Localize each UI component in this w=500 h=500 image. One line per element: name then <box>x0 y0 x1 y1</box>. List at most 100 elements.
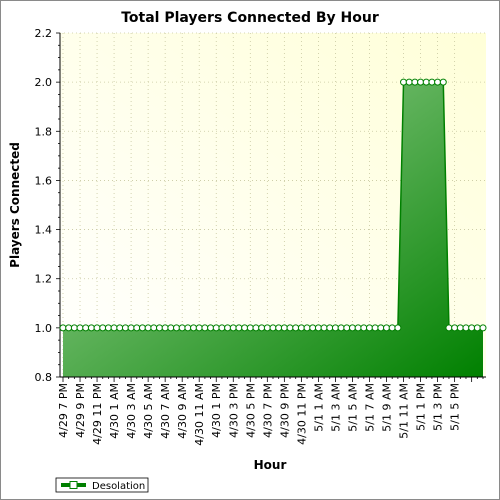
x-tick-label: 4/30 11 AM <box>193 383 206 446</box>
x-tick-label: 4/30 5 PM <box>244 383 257 438</box>
legend: Desolation <box>55 477 149 493</box>
data-point <box>383 324 391 332</box>
data-point <box>229 324 237 332</box>
x-axis-label: Hour <box>254 458 287 472</box>
y-tick-label: 1.4 <box>35 224 53 237</box>
data-point <box>411 78 419 86</box>
data-point <box>201 324 209 332</box>
legend-box <box>55 477 149 493</box>
x-tick-label: 4/30 1 PM <box>210 383 223 438</box>
data-point <box>161 324 169 332</box>
x-tick-label: 5/1 5 AM <box>346 383 359 432</box>
data-point <box>173 324 181 332</box>
x-tick-label: 5/1 5 PM <box>449 383 462 431</box>
data-point <box>263 324 271 332</box>
data-point <box>144 324 152 332</box>
data-point <box>138 324 146 332</box>
legend-label: Desolation <box>92 481 145 492</box>
data-point <box>127 324 135 332</box>
data-point <box>428 78 436 86</box>
axes <box>56 32 486 382</box>
y-tick-label: 2.2 <box>35 27 53 40</box>
x-tick-label: 4/30 7 PM <box>261 383 274 438</box>
data-point <box>468 324 476 332</box>
data-point <box>303 324 311 332</box>
data-point <box>207 324 215 332</box>
data-point <box>314 324 322 332</box>
data-point <box>190 324 198 332</box>
data-point <box>212 324 220 332</box>
x-tick-label: 4/30 3 PM <box>227 383 240 438</box>
data-point <box>365 324 373 332</box>
data-point <box>331 324 339 332</box>
data-point <box>297 324 305 332</box>
data-point <box>252 324 260 332</box>
data-point <box>195 324 203 332</box>
data-point <box>473 324 481 332</box>
data-point <box>241 324 249 332</box>
x-tick-label: 4/30 3 AM <box>125 383 138 439</box>
data-point <box>434 78 442 86</box>
data-point <box>286 324 294 332</box>
y-tick-label: 1.6 <box>35 174 53 187</box>
data-point <box>280 324 288 332</box>
x-tick-labels: 4/29 7 PM 4/29 9 PM 4/29 11 PM 4/30 1 AM 4/3… <box>57 383 462 446</box>
data-point <box>178 324 186 332</box>
x-tick-label: 5/1 1 PM <box>415 383 428 431</box>
data-point <box>320 324 328 332</box>
series-markers <box>59 78 487 332</box>
data-point <box>309 324 317 332</box>
data-point <box>326 324 334 332</box>
y-tick-label: 0.8 <box>35 371 53 384</box>
x-tick-label: 5/1 7 AM <box>363 383 376 432</box>
data-point <box>275 324 283 332</box>
data-point <box>59 324 67 332</box>
x-tick-label: 4/30 9 AM <box>176 383 189 439</box>
data-point <box>439 78 447 86</box>
y-tick-label: 1.8 <box>35 125 53 138</box>
data-point <box>224 324 232 332</box>
data-point <box>360 324 368 332</box>
data-point <box>121 324 129 332</box>
data-point <box>292 324 300 332</box>
x-tick-label: 5/1 3 PM <box>432 383 445 431</box>
x-tick-label: 5/1 11 AM <box>398 383 411 439</box>
x-tick-label: 4/29 11 PM <box>91 383 104 445</box>
y-axis-label: Players Connected <box>8 142 22 268</box>
data-point <box>354 324 362 332</box>
x-tick-label: 4/30 7 AM <box>159 383 172 439</box>
data-point <box>462 324 470 332</box>
y-tick-label: 1.2 <box>35 273 53 286</box>
data-point <box>70 324 78 332</box>
x-tick-label: 4/30 9 PM <box>278 383 291 438</box>
data-point <box>167 324 175 332</box>
data-point <box>65 324 73 332</box>
data-point <box>184 324 192 332</box>
data-point <box>87 324 95 332</box>
data-point <box>150 324 158 332</box>
x-tick-label: 4/29 9 PM <box>74 383 87 438</box>
area-fill <box>63 82 483 378</box>
data-point <box>269 324 277 332</box>
data-point <box>479 324 487 332</box>
data-point <box>394 324 402 332</box>
data-point <box>348 324 356 332</box>
data-point <box>337 324 345 332</box>
x-tick-label: 4/30 1 AM <box>108 383 121 439</box>
x-tick-label: 5/1 9 AM <box>381 383 394 432</box>
data-point <box>417 78 425 86</box>
data-point <box>371 324 379 332</box>
data-point <box>343 324 351 332</box>
x-tick-label: 4/30 11 PM <box>295 383 308 445</box>
data-point <box>445 324 453 332</box>
y-tick-label: 1.0 <box>35 322 53 335</box>
x-tick-label: 4/30 5 AM <box>142 383 155 439</box>
data-point <box>400 78 408 86</box>
legend-swatch-marker <box>69 481 78 489</box>
data-point <box>99 324 107 332</box>
data-point <box>93 324 101 332</box>
data-point <box>218 324 226 332</box>
data-point <box>104 324 112 332</box>
x-tick-label: 4/29 7 PM <box>57 383 70 438</box>
